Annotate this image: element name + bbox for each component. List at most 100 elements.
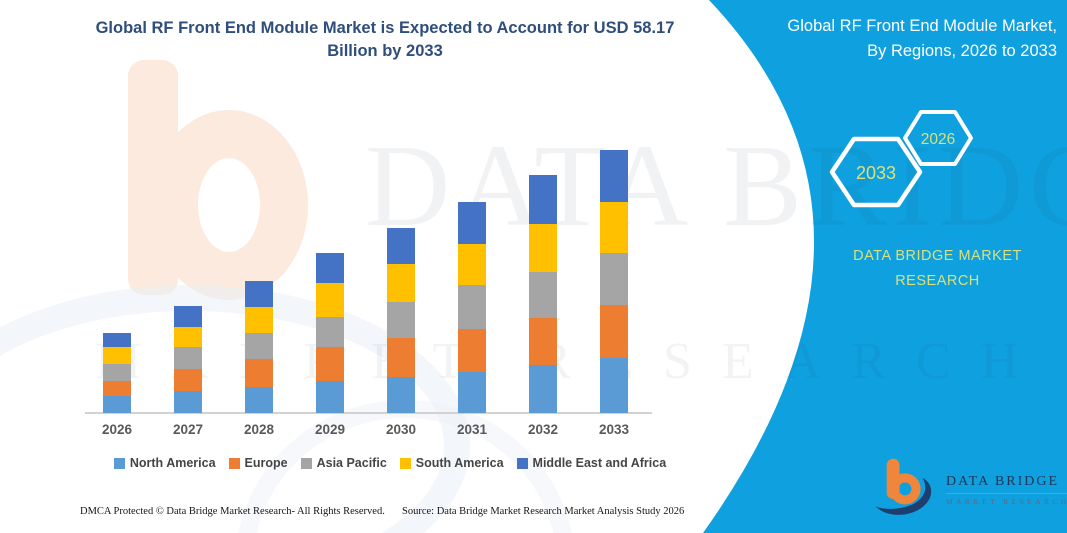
legend-label-middle-east-and-africa: Middle East and Africa: [532, 456, 667, 470]
brand-wordmark-line2: RESEARCH: [895, 273, 980, 289]
bar-segment-asia-pacific-2027: [174, 347, 202, 369]
bar-segment-asia-pacific-2031: [458, 285, 486, 329]
bar-2033: [600, 150, 628, 413]
bar-segment-europe-2031: [458, 329, 486, 372]
bar-segment-europe-2026: [103, 381, 131, 396]
bar-segment-south-america-2026: [103, 347, 131, 364]
chart-legend: North America Europe Asia Pacific South Ame…: [85, 456, 695, 470]
panel-title-line1: Global RF Front End Module Market,: [787, 17, 1057, 35]
bar-segment-middle-east-and-africa-2031: [458, 202, 486, 244]
logo-swoosh-shape: [875, 477, 932, 515]
bar-segment-south-america-2028: [245, 307, 273, 333]
blue-panel-shape: [703, 0, 1067, 533]
bar-segment-south-america-2031: [458, 244, 486, 285]
legend-item-south-america: South America: [399, 456, 504, 470]
bar-segment-north-america-2028: [245, 387, 273, 413]
bar-segment-europe-2027: [174, 369, 202, 391]
panel-title: Global RF Front End Module Market, By Re…: [787, 14, 1057, 64]
legend-swatch-asia-pacific: [300, 457, 312, 469]
bar-segment-south-america-2032: [529, 224, 557, 272]
bar-segment-asia-pacific-2028: [245, 333, 273, 359]
legend-item-middle-east-and-africa: Middle East and Africa: [516, 456, 667, 470]
source-note: Source: Data Bridge Market Research Mark…: [402, 506, 685, 517]
x-axis-label-2027: 2027: [172, 422, 204, 437]
x-axis-label-2026: 2026: [101, 422, 133, 437]
bar-segment-europe-2028: [245, 359, 273, 387]
legend-label-south-america: South America: [415, 456, 504, 470]
x-axis-label-2032: 2032: [527, 422, 559, 437]
bar-segment-asia-pacific-2032: [529, 272, 557, 318]
bar-2026: [103, 333, 131, 413]
bar-segment-south-america-2033: [600, 202, 628, 253]
logo-text-block: DATA BRIDGE MARKET RESEARCH: [946, 470, 1067, 506]
stacked-bar-chart: 2026 2027 2028 2029 2030 2031 2032 2033: [85, 135, 695, 445]
bar-segment-north-america-2030: [387, 377, 415, 413]
bar-segment-south-america-2027: [174, 327, 202, 347]
legend-swatch-middle-east-and-africa: [516, 457, 528, 469]
legend-item-north-america: North America: [113, 456, 216, 470]
bar-segment-asia-pacific-2029: [316, 317, 344, 347]
bar-2032: [529, 175, 557, 413]
bar-2030: [387, 228, 415, 413]
x-axis-label-2030: 2030: [385, 422, 417, 437]
hexagon-2026-label: 2026: [921, 131, 955, 148]
bar-segment-europe-2029: [316, 347, 344, 381]
bar-segment-north-america-2027: [174, 391, 202, 413]
bar-segment-middle-east-and-africa-2028: [245, 281, 273, 307]
chart-title-line2: Billion by 2033: [327, 42, 443, 60]
bar-segment-north-america-2033: [600, 358, 628, 413]
x-axis-label-2031: 2031: [456, 422, 488, 437]
chart-title-line1: Global RF Front End Module Market is Exp…: [95, 19, 675, 37]
bar-segment-north-america-2031: [458, 372, 486, 413]
bar-segment-middle-east-and-africa-2026: [103, 333, 131, 347]
logo-name: DATA BRIDGE: [946, 474, 1067, 494]
brand-wordmark-line1: DATA BRIDGE MARKET: [853, 248, 1022, 264]
bar-segment-asia-pacific-2030: [387, 302, 415, 338]
dmca-notice: DMCA Protected © Data Bridge Market Rese…: [80, 506, 385, 517]
bar-segment-middle-east-and-africa-2033: [600, 150, 628, 202]
hexagon-2033-label: 2033: [856, 163, 896, 183]
bar-segment-europe-2033: [600, 305, 628, 358]
bar-segment-south-america-2030: [387, 264, 415, 302]
legend-label-europe: Europe: [244, 456, 288, 470]
hexagon-2033-shape: [829, 136, 923, 208]
x-axis-line: [85, 412, 652, 414]
legend-item-asia-pacific: Asia Pacific: [300, 456, 387, 470]
x-axis-label-2029: 2029: [314, 422, 346, 437]
hexagon-2026-shape: [903, 110, 973, 166]
bar-segment-middle-east-and-africa-2030: [387, 228, 415, 264]
x-axis-label-2028: 2028: [243, 422, 275, 437]
x-axis-label-2033: 2033: [598, 422, 630, 437]
bar-segment-north-america-2029: [316, 381, 344, 413]
legend-swatch-north-america: [113, 457, 125, 469]
logo-subtitle: MARKET RESEARCH: [946, 497, 1067, 506]
brand-wordmark: DATA BRIDGE MARKET RESEARCH: [840, 244, 1035, 294]
legend-swatch-europe: [228, 457, 240, 469]
bar-segment-asia-pacific-2026: [103, 364, 131, 381]
bar-2029: [316, 253, 344, 413]
legend-label-north-america: North America: [129, 456, 216, 470]
bar-segment-middle-east-and-africa-2027: [174, 306, 202, 327]
bar-segment-north-america-2026: [103, 396, 131, 413]
databridge-logo: DATA BRIDGE MARKET RESEARCH: [872, 448, 1067, 528]
bar-segment-middle-east-and-africa-2029: [316, 253, 344, 283]
chart-title: Global RF Front End Module Market is Exp…: [60, 17, 710, 63]
bar-segment-south-america-2029: [316, 283, 344, 317]
legend-label-asia-pacific: Asia Pacific: [316, 456, 387, 470]
logo-b-bowl-shape: [889, 473, 921, 505]
bar-2027: [174, 306, 202, 413]
legend-swatch-south-america: [399, 457, 411, 469]
panel-title-line2: By Regions, 2026 to 2033: [867, 42, 1057, 60]
bar-segment-north-america-2032: [529, 365, 557, 413]
bar-segment-asia-pacific-2033: [600, 253, 628, 305]
year-hexagons: 2033 2026: [829, 110, 973, 208]
databridge-logo-icon: [875, 458, 932, 515]
bar-segment-middle-east-and-africa-2032: [529, 175, 557, 224]
bar-2031: [458, 202, 486, 413]
bar-segment-europe-2032: [529, 318, 557, 365]
legend-item-europe: Europe: [228, 456, 288, 470]
bar-segment-europe-2030: [387, 338, 415, 377]
bar-2028: [245, 281, 273, 413]
